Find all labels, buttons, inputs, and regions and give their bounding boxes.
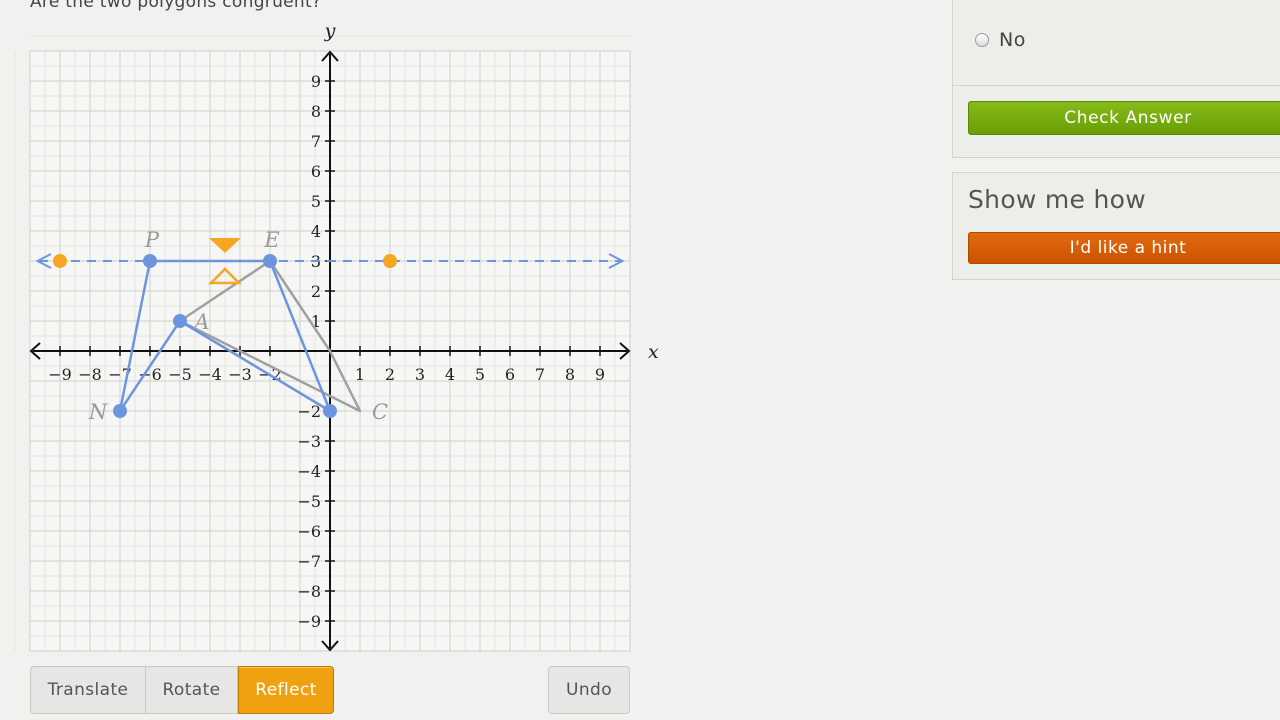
x-tick-label: −5 (168, 365, 192, 384)
rotate-button[interactable]: Rotate (146, 666, 238, 714)
y-tick-label: −4 (297, 462, 321, 481)
vertex-label: P (144, 228, 160, 252)
x-tick-label: 6 (505, 365, 515, 384)
flip-down-icon[interactable] (207, 267, 243, 285)
y-tick-label: 9 (311, 72, 321, 91)
vertex-point[interactable] (173, 314, 187, 328)
vertex-point[interactable] (113, 404, 127, 418)
x-tick-label: 5 (475, 365, 485, 384)
vertex-point[interactable] (263, 254, 277, 268)
x-tick-label: 3 (415, 365, 425, 384)
coordinate-plane[interactable]: −9−8−7−6−5−4−3−2123456789987654321−2−3−4… (0, 0, 660, 660)
y-tick-label: −7 (297, 552, 321, 571)
vertex-label: E (263, 228, 279, 252)
vertex-point[interactable] (143, 254, 157, 268)
reflect-button[interactable]: Reflect (238, 666, 334, 714)
choice-no-label: No (999, 29, 1026, 51)
check-answer-button[interactable]: Check Answer (968, 101, 1280, 135)
x-tick-label: 9 (595, 365, 605, 384)
y-tick-label: −8 (297, 582, 321, 601)
x-tick-label: −8 (78, 365, 102, 384)
x-axis-arrow-left (29, 342, 41, 360)
y-tick-label: 8 (311, 102, 321, 121)
y-tick-label: 5 (311, 192, 321, 211)
answer-panel: No Check Answer (952, 0, 1280, 158)
x-tick-label: 2 (385, 365, 395, 384)
choice-no[interactable]: No (975, 29, 1026, 51)
reflection-line-arrow-right (608, 253, 625, 269)
vertex-label: N (88, 400, 108, 424)
undo-button[interactable]: Undo (548, 666, 630, 714)
y-tick-label: −5 (297, 492, 321, 511)
y-tick-label: 1 (311, 312, 321, 331)
x-tick-label: −3 (228, 365, 252, 384)
vertex-label: A (192, 310, 209, 334)
x-tick-label: −4 (198, 365, 222, 384)
y-axis-arrow-up (321, 50, 339, 62)
transform-toolbar: Translate Rotate Reflect (30, 666, 334, 716)
x-tick-label: 4 (445, 365, 455, 384)
y-tick-label: 2 (311, 282, 321, 301)
reflection-line-arrow-left (35, 253, 52, 269)
vertex-point[interactable] (323, 404, 337, 418)
translate-button[interactable]: Translate (30, 666, 146, 714)
x-tick-label: 1 (355, 365, 365, 384)
x-tick-label: −6 (138, 365, 162, 384)
y-tick-label: −9 (297, 612, 321, 631)
y-axis-label: y (324, 20, 336, 42)
hint-button[interactable]: I'd like a hint (968, 232, 1280, 264)
y-tick-label: −3 (297, 432, 321, 451)
reflection-handle[interactable] (383, 254, 397, 268)
y-tick-label: 7 (311, 132, 321, 151)
x-tick-label: 7 (535, 365, 545, 384)
y-tick-label: 4 (311, 222, 321, 241)
x-tick-label: −9 (48, 365, 72, 384)
x-tick-label: 8 (565, 365, 575, 384)
y-tick-label: −2 (297, 402, 321, 421)
flip-up-icon[interactable] (209, 238, 241, 253)
x-axis-arrow-right (619, 342, 631, 360)
question-text: Are the two polygons congruent? (30, 0, 322, 12)
x-axis-label: x (648, 341, 659, 363)
y-axis-arrow-down (321, 640, 339, 652)
original-polygon (178, 259, 362, 413)
image-polygon[interactable] (118, 259, 332, 413)
hint-title: Show me how (968, 185, 1146, 214)
divider (953, 85, 1280, 86)
vertex-label: C (372, 400, 388, 424)
y-tick-label: 6 (311, 162, 321, 181)
reflection-handle[interactable] (53, 254, 67, 268)
hint-panel: Show me how I'd like a hint (952, 172, 1280, 280)
radio-no[interactable] (975, 33, 989, 47)
y-tick-label: −6 (297, 522, 321, 541)
